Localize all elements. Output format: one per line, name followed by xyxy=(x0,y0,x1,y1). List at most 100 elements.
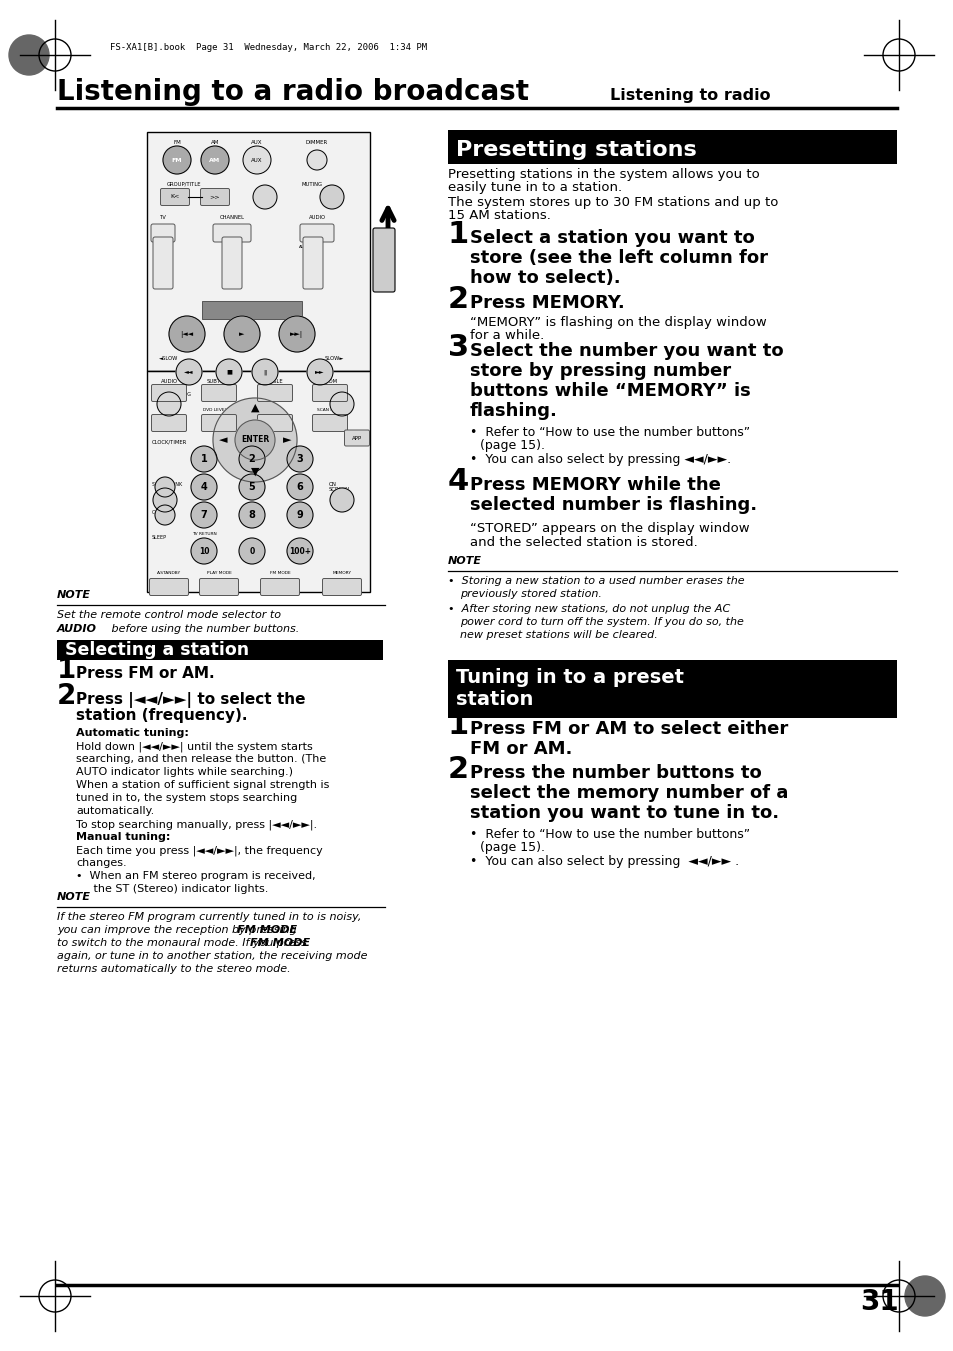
Text: buttons while “MEMORY” is: buttons while “MEMORY” is xyxy=(470,382,750,400)
FancyBboxPatch shape xyxy=(344,430,369,446)
Text: changes.: changes. xyxy=(76,858,127,867)
Text: |◄◄: |◄◄ xyxy=(180,331,193,338)
Text: 2: 2 xyxy=(57,682,76,711)
Text: PLAY MODE: PLAY MODE xyxy=(207,571,232,576)
Text: returns automatically to the stereo mode.: returns automatically to the stereo mode… xyxy=(57,965,291,974)
Text: 2: 2 xyxy=(249,454,255,463)
Text: SLOW►: SLOW► xyxy=(325,357,344,361)
Text: station (frequency).: station (frequency). xyxy=(76,708,247,723)
Circle shape xyxy=(239,538,265,563)
FancyBboxPatch shape xyxy=(151,224,174,242)
Text: AUTO indicator lights while searching.): AUTO indicator lights while searching.) xyxy=(76,767,293,777)
Text: flashing.: flashing. xyxy=(470,403,558,420)
Text: how to select).: how to select). xyxy=(470,269,620,286)
Text: •  You can also select by pressing  ◄◄/►► .: • You can also select by pressing ◄◄/►► … xyxy=(470,855,739,867)
Text: Listening to a radio broadcast: Listening to a radio broadcast xyxy=(57,78,529,105)
Circle shape xyxy=(904,1275,944,1316)
Text: ►►: ►► xyxy=(314,370,324,374)
Text: SCAN MODE: SCAN MODE xyxy=(316,408,343,412)
Text: FM or AM.: FM or AM. xyxy=(470,740,572,758)
FancyBboxPatch shape xyxy=(201,415,236,431)
Text: 31: 31 xyxy=(860,1288,899,1316)
Circle shape xyxy=(191,474,216,500)
Text: and the selected station is stored.: and the selected station is stored. xyxy=(470,536,697,549)
FancyBboxPatch shape xyxy=(303,236,323,289)
Text: VOL: VOL xyxy=(304,253,312,257)
Text: ▲: ▲ xyxy=(251,403,259,413)
Text: DVD LEVEL/R8: DVD LEVEL/R8 xyxy=(203,408,234,412)
Text: A.STANDBY: A.STANDBY xyxy=(157,571,181,576)
Text: 1: 1 xyxy=(200,454,207,463)
Circle shape xyxy=(191,503,216,528)
Text: AM: AM xyxy=(209,158,220,162)
Text: •  After storing new stations, do not unplug the AC: • After storing new stations, do not unp… xyxy=(448,604,729,613)
Circle shape xyxy=(278,316,314,353)
Text: 4: 4 xyxy=(200,482,207,492)
Text: DVD/CD: DVD/CD xyxy=(236,305,267,315)
Text: •  Refer to “How to use the number buttons”: • Refer to “How to use the number button… xyxy=(470,828,749,842)
Text: AUDIO: AUDIO xyxy=(160,380,177,384)
Text: PAGE: PAGE xyxy=(163,408,174,412)
Text: Hold down |◄◄/►►| until the system starts: Hold down |◄◄/►►| until the system start… xyxy=(76,740,313,751)
Text: AUDIO: AUDIO xyxy=(375,266,392,272)
Text: 1: 1 xyxy=(448,711,469,740)
Text: power cord to turn off the system. If you do so, the: power cord to turn off the system. If yo… xyxy=(459,617,743,627)
Text: 2: 2 xyxy=(448,285,469,313)
Text: MENU/PL: MENU/PL xyxy=(322,390,343,396)
Text: CHANNEL: CHANNEL xyxy=(220,227,244,232)
Bar xyxy=(202,301,302,319)
Text: Press MEMORY.: Press MEMORY. xyxy=(470,295,624,312)
Text: SET UP: SET UP xyxy=(154,484,173,488)
Text: NOTE: NOTE xyxy=(57,590,91,600)
Text: RETURN: RETURN xyxy=(266,408,284,412)
Text: easily tune in to a station.: easily tune in to a station. xyxy=(448,181,621,195)
Circle shape xyxy=(9,35,49,76)
Circle shape xyxy=(319,185,344,209)
Text: 3: 3 xyxy=(448,332,469,362)
Circle shape xyxy=(154,477,174,497)
Text: ◄SLOW: ◄SLOW xyxy=(159,357,178,361)
Text: CHANNEL: CHANNEL xyxy=(219,215,244,220)
Text: AUX: AUX xyxy=(251,141,262,145)
Text: AUDIO: AUDIO xyxy=(308,215,325,220)
Circle shape xyxy=(175,359,202,385)
Circle shape xyxy=(330,488,354,512)
Text: Press |◄◄/►►| to select the: Press |◄◄/►►| to select the xyxy=(76,692,305,708)
Text: AUDIO: AUDIO xyxy=(57,624,97,634)
Text: +: + xyxy=(309,226,316,236)
Text: Press FM or AM to select either: Press FM or AM to select either xyxy=(470,720,787,738)
Bar xyxy=(57,640,382,661)
Text: +: + xyxy=(228,226,235,236)
Text: for a while.: for a while. xyxy=(470,330,543,342)
Text: NOTE: NOTE xyxy=(448,557,481,566)
Text: ENTER: ENTER xyxy=(240,435,269,444)
Text: 15 AM stations.: 15 AM stations. xyxy=(448,209,550,222)
Text: 2: 2 xyxy=(448,755,469,784)
Circle shape xyxy=(287,446,313,471)
Text: station: station xyxy=(456,690,533,709)
Bar xyxy=(448,661,896,717)
Text: FM MODE: FM MODE xyxy=(250,938,310,948)
Text: Selecting a station: Selecting a station xyxy=(65,640,249,659)
Text: —: — xyxy=(308,262,317,272)
Text: 1: 1 xyxy=(57,657,76,684)
Text: >>: >> xyxy=(210,195,220,200)
Text: TV: TV xyxy=(380,278,387,282)
Bar xyxy=(147,372,370,592)
Circle shape xyxy=(307,359,333,385)
Circle shape xyxy=(191,446,216,471)
Text: FM MODE: FM MODE xyxy=(236,925,296,935)
Text: AM: AM xyxy=(211,141,219,145)
Text: The system stores up to 30 FM stations and up to: The system stores up to 30 FM stations a… xyxy=(448,196,778,209)
Text: TOP MENU/PG: TOP MENU/PG xyxy=(157,390,191,396)
Text: •  When an FM stereo program is received,: • When an FM stereo program is received, xyxy=(76,871,315,881)
Text: again, or tune in to another station, the receiving mode: again, or tune in to another station, th… xyxy=(57,951,367,961)
Text: Press FM or AM.: Press FM or AM. xyxy=(76,666,214,681)
Text: TV: TV xyxy=(160,227,166,232)
Text: “MEMORY” is flashing on the display window: “MEMORY” is flashing on the display wind… xyxy=(470,316,766,330)
Text: new preset stations will be cleared.: new preset stations will be cleared. xyxy=(459,630,657,640)
Text: Tuning in to a preset: Tuning in to a preset xyxy=(456,667,683,688)
FancyBboxPatch shape xyxy=(257,385,293,401)
Text: FM MODE: FM MODE xyxy=(270,571,290,576)
Text: AUDIO: AUDIO xyxy=(299,245,313,249)
